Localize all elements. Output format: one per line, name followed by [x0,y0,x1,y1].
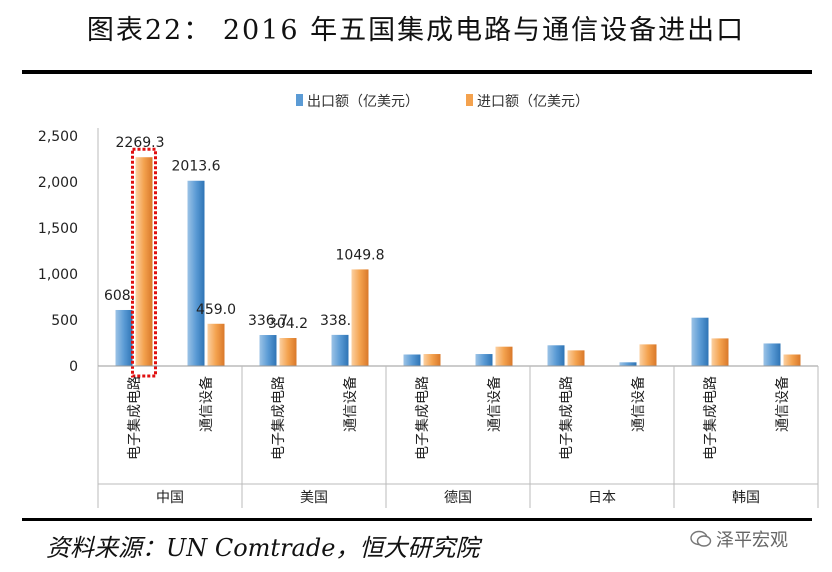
export-bar-3 [259,335,277,366]
x-axis: 电子集成电路 通信设备 电子集成电路 通信设备 电子集成电路 通信设备 电子集成电路 通信设备… [97,365,819,508]
import-bar-4 [351,269,369,366]
legend-swatch-2 [466,94,473,106]
data-label: 459.0 [196,302,236,318]
y-tick-label: 2,500 [38,129,78,145]
chart-legend: 出口额（亿美元） 进口额（亿美元） [296,94,589,110]
y-axis: 0 500 1,000 1,500 2,000 2,500 [38,128,99,508]
legend-swatch-1 [296,94,303,106]
export-bar-9 [691,317,709,366]
export-bar-1 [115,309,133,366]
highlight-box [131,147,157,378]
source-divider [22,518,812,521]
export-bar-2 [187,180,205,366]
y-tick-label: 2,000 [38,175,78,191]
export-bar-10 [763,343,781,366]
import-bar-9 [711,338,729,366]
data-label: 304.2 [268,316,308,332]
data-label: 2013.6 [172,159,221,175]
x-tick-label: 通信设备 [630,376,647,432]
y-tick-label: 1,000 [38,267,78,283]
export-bar-6 [475,354,493,366]
x-tick-label: 电子集成电路 [126,376,143,460]
export-bar-7 [547,345,565,366]
x-tick-label: 通信设备 [774,376,791,432]
data-label: 2269.3 [116,135,165,151]
title-divider [22,70,812,74]
wechat-icon [690,530,712,547]
watermark: 泽平宏观 [690,526,788,552]
x-tick-label: 通信设备 [198,376,215,432]
export-bar-5 [403,354,421,366]
x-tick-label: 电子集成电路 [270,376,287,460]
x-tick-label: 电子集成电路 [702,376,719,460]
page-title: 图表22： 2016 年五国集成电路与通信设备进出口 [86,15,746,46]
data-label: 1049.8 [336,247,385,263]
data-label: 338.3 [320,313,360,329]
x-group-label: 德国 [444,490,472,506]
y-tick-label: 0 [69,359,78,375]
data-label: 608.8 [104,288,144,304]
import-bar-1 [135,157,153,366]
x-group-label: 日本 [588,490,616,506]
x-tick-label: 电子集成电路 [414,376,431,460]
watermark-text: 泽平宏观 [716,530,788,551]
data-label: 336.7 [248,313,288,329]
import-bar-10 [783,354,801,366]
x-tick-label: 通信设备 [342,376,359,432]
export-bar-4 [331,334,349,366]
x-group-label: 美国 [300,490,328,506]
x-group-label: 韩国 [732,490,760,506]
import-bar-3 [279,338,297,366]
legend-label-1: 出口额（亿美元） [307,94,419,110]
y-tick-label: 500 [51,313,78,329]
source-note: 资料来源：UN Comtrade，恒大研究院 [46,534,480,562]
import-bar-7 [567,350,585,366]
x-group-label: 中国 [156,490,184,506]
y-tick-label: 1,500 [38,221,78,237]
x-tick-label: 通信设备 [486,376,503,432]
import-bar-8 [639,344,657,366]
import-bar-6 [495,346,513,366]
x-tick-label: 电子集成电路 [558,376,575,460]
import-bar-5 [423,354,441,366]
export-bar-8 [619,362,637,366]
import-bar-2 [207,323,225,366]
legend-label-2: 进口额（亿美元） [477,94,589,110]
